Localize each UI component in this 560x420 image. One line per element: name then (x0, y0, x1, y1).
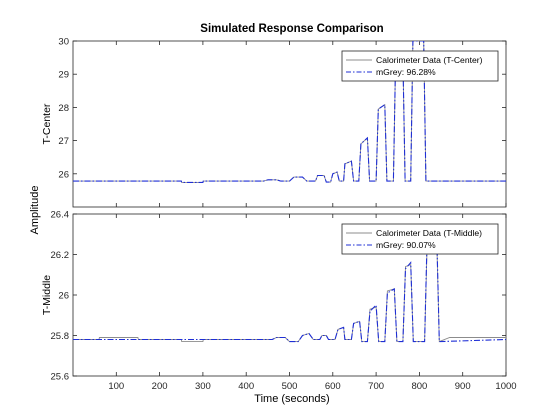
x-tick-label: 900 (455, 381, 471, 392)
legend-box (341, 223, 499, 255)
y-tick-label: 26 (58, 291, 69, 302)
x-tick-label: 800 (411, 381, 427, 392)
figure-x-axis-label: Time (seconds) (254, 393, 329, 405)
y-tick-label: 26.4 (51, 210, 70, 221)
legend-entry: Calorimeter Data (T-Center) (376, 55, 483, 65)
y-tick-label: 25.6 (51, 372, 70, 383)
legend-box (341, 50, 499, 82)
legend-entry: Calorimeter Data (T-Middle) (376, 228, 482, 238)
subplot-y-axis-label: T-Center (41, 103, 53, 144)
y-tick-label: 27 (58, 136, 69, 147)
y-tick-label: 29 (58, 70, 69, 81)
subplot-1: 26 27 28 29 30 T-Center Calorimeter Data (T-Ce… (41, 37, 507, 208)
legend-entry: mGrey: 96.28% (376, 67, 436, 77)
y-tick-label: 30 (58, 37, 69, 48)
series-line-model (73, 231, 506, 343)
series-line-model (73, 41, 506, 183)
subplot-2: 100 200 300 400 500 600 700 800 900 1000 25.6 25.8 2… (41, 210, 517, 393)
y-tick-label: 25.8 (51, 331, 70, 342)
y-tick-label: 26 (58, 169, 69, 180)
x-tick-label: 700 (368, 381, 384, 392)
figure-title: Simulated Response Comparison (200, 23, 383, 35)
x-tick-label: 300 (195, 381, 211, 392)
figure-y-axis-label: Amplitude (29, 186, 41, 235)
x-tick-label: 100 (108, 381, 124, 392)
y-tick-label: 26.2 (51, 250, 70, 261)
subplots-group: 26 27 28 29 30 T-Center Calorimeter Data (T-Ce… (41, 37, 517, 393)
subplot-y-axis-label: T-Middle (41, 275, 53, 315)
x-tick-label: 400 (238, 381, 254, 392)
x-tick-label: 500 (282, 381, 298, 392)
y-tick-label: 28 (58, 103, 69, 114)
x-tick-label: 200 (152, 381, 168, 392)
legend-entry: mGrey: 90.07% (376, 240, 436, 250)
x-tick-label: 600 (325, 381, 341, 392)
x-tick-label: 1000 (495, 381, 516, 392)
